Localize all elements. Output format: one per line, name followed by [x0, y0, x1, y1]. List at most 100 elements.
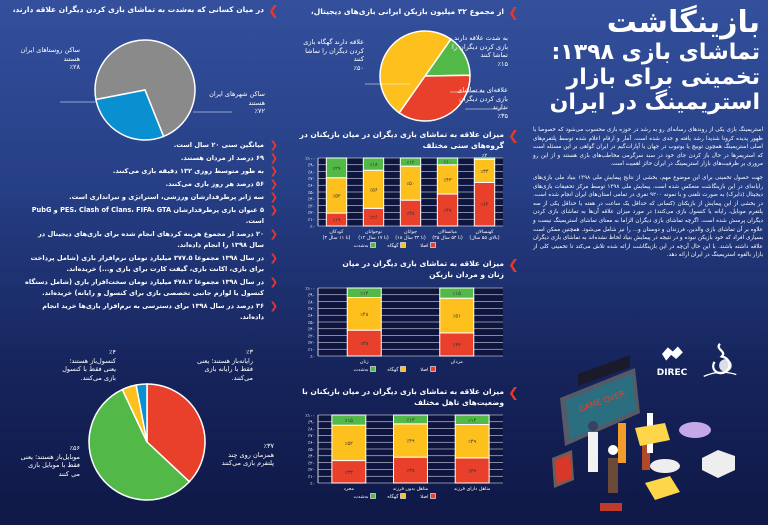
legend-label: اصلا — [420, 367, 428, 373]
category-label: نوجوانان (۱۲ تا ۱۷ سال) — [358, 229, 389, 241]
y-tick-label: ٪۵۰ — [308, 448, 315, 453]
pie-slice — [135, 383, 148, 443]
legend-swatch — [430, 242, 436, 248]
fact-text: ۵ عنوان بازی پرطرفدارشان PES، Clash of C… — [31, 206, 264, 225]
data-label: ٪۲۶ — [369, 215, 377, 221]
data-label: ٪۲۹ — [332, 166, 340, 172]
slice-label-rural: ساکن روستاهای ایران هستند ٪۲۸ — [20, 46, 80, 71]
legend-swatch — [430, 366, 436, 372]
chevron-icon: ❮ — [269, 179, 278, 190]
data-label: ٪۴۸ — [360, 312, 368, 318]
legend-label: اصلا — [420, 243, 428, 249]
y-tick-label: ٪۳۰ — [308, 460, 315, 466]
bar-segment — [399, 157, 422, 167]
pie-chart-location — [60, 39, 232, 141]
data-label: ٪۱۵ — [453, 291, 461, 297]
chevron-icon: ❮ — [269, 140, 278, 151]
legend-swatch — [430, 493, 436, 499]
y-tick-label: ٪۶۰ — [308, 184, 315, 189]
category-label: مردان — [451, 359, 464, 365]
page-title: بازینگاشت تماشای بازی ۱۳۹۸: تخمینی برای … — [549, 5, 760, 116]
legend-label: به‌شدت — [354, 368, 369, 373]
data-label: ٪۳۷ — [468, 468, 476, 474]
data-label: ٪۳۳ — [345, 470, 353, 476]
y-tick-label: ٪۶۰ — [308, 314, 315, 319]
y-tick-label: ٪۱۰ — [308, 475, 315, 480]
data-label: ٪۵۲ — [345, 441, 353, 447]
fact-item: ❮ ۵۶ درصد هر روز بازی می‌کنند. — [22, 179, 278, 190]
chevron-icon: ❮ — [269, 229, 278, 240]
pie-slice — [398, 74, 471, 122]
y-tick-label: ٪۳۰ — [308, 333, 315, 339]
direc-logo: DIREC — [652, 344, 692, 378]
y-tick-label: ٪۴۰ — [308, 455, 315, 460]
legend-swatch — [370, 242, 376, 248]
y-tick-label: ٪۰ — [310, 482, 315, 487]
y-tick-label: ٪۱۰۰ — [305, 157, 315, 162]
category-label: مجرد — [344, 487, 355, 492]
fact-item: ❮ ۶۹ درصد از مردان هستند. — [22, 153, 278, 164]
slice-label-pc: ٪۳ رایانه‌باز هستند؛ یعنی فقط با رایانه ب… — [196, 348, 253, 382]
fact-item: ❮ در سال ۱۳۹۸ مجموعا ۳۷۷.۵ میلیارد تومان … — [22, 253, 278, 275]
category-label: متاهل بدون فرزند — [393, 486, 429, 492]
fact-item: ❮ ۲۰ درصد از مجموع هزینه کردهای انجام شده… — [22, 229, 278, 251]
y-tick-label: ٪۵۰ — [308, 191, 315, 196]
fact-text: میانگین سنی ۲۰ سال است. — [173, 141, 264, 149]
category-label: جوانان (۱۸ تا ۳۴ سال) — [395, 229, 426, 241]
y-tick-label: ٪۲۰ — [308, 468, 315, 473]
y-tick-label: ٪۱۰ — [308, 218, 315, 223]
y-tick-label: ٪۵۰ — [308, 321, 315, 326]
pie-interest-title: از مجموع ۳۲ میلیون بازیکن ایرانی بازی‌ها… — [310, 7, 504, 16]
bar-segment — [473, 157, 496, 160]
y-tick-label: ٪۴۰ — [308, 198, 315, 203]
category-label: کودکان (۳ تا ۱۱ سال) — [323, 229, 351, 241]
legend-swatch — [400, 366, 406, 372]
pie-chart-platform — [88, 383, 206, 501]
bar-chart-marital: ٪۰ ٪۱۰ ٪۲۰ ٪۳۰٪۴۰ ٪۵۰ ٪۶۰ ٪۷۰ ٪۸۰٪۹۰ ٪۱۰۰ ٪۳۳ ٪۵۲ ٪… — [305, 414, 503, 500]
legend-swatch — [400, 493, 406, 499]
data-label: ٪۱۵ — [345, 418, 353, 424]
data-label: ٪۱۳ — [406, 417, 414, 423]
legend-swatch — [400, 242, 406, 248]
marital-chart-title: میزان علاقه به تماشای بازی دیگران در میا… — [302, 387, 504, 407]
chevron-icon: ❮ — [269, 301, 278, 312]
pie-location-title: در میان کسانی که به‌شدت به تماشای بازی ک… — [12, 5, 264, 14]
bar-segment — [346, 329, 382, 357]
bar-segment — [439, 287, 475, 299]
chevron-icon: ❮ — [269, 153, 278, 164]
intro-text: استریمینگ بازی یکی از روندهای رسانه‌ای ر… — [533, 126, 763, 265]
y-tick-label: ٪۲۰ — [308, 211, 315, 216]
data-label: ٪۴۹ — [468, 439, 476, 445]
chevron-icon: ❮ — [508, 258, 519, 273]
data-label: ٪۴۷ — [443, 208, 451, 214]
data-label: ٪۱۲ — [406, 160, 414, 166]
data-label: ٪۱۰ — [443, 159, 451, 165]
fact-item: ❮ به طور متوسط روزی ۱۳۲ دقیقه بازی می‌کنن… — [22, 166, 278, 177]
y-tick-label: ٪۳۰ — [308, 203, 315, 209]
chevron-icon: ❮ — [269, 192, 278, 203]
bar-segment — [346, 287, 382, 299]
bar-segment — [454, 414, 490, 426]
bar-segment — [454, 424, 490, 459]
y-tick-label: ٪۷۰ — [308, 434, 315, 439]
legend-label: به‌شدت — [354, 495, 369, 500]
data-label: ٪۵۲ — [332, 193, 340, 199]
data-label: ٪۵۱ — [453, 314, 461, 320]
pie-chart-interest — [365, 30, 505, 122]
bar-segment — [393, 414, 428, 425]
legend-label: گهگاه — [387, 493, 399, 500]
bar-chart-gender: ٪۰ ٪۱۰ ٪۲۰ ٪۳۰٪۴۰ ٪۵۰ ٪۶۰ ٪۷۰ ٪۸۰٪۹۰ ٪۱۰۰ ٪۳۸ ٪۴۸ ٪… — [305, 287, 503, 373]
fact-item: ❮ ۳۶ درصد در سال ۱۳۹۸ برای دسترسی به نرم‌… — [22, 301, 278, 323]
legend-label: گهگاه — [387, 366, 399, 373]
data-label: ٪۴۹ — [406, 439, 414, 445]
legend-label: به‌شدت — [354, 244, 369, 249]
data-label: ٪۳۴ — [480, 169, 488, 175]
y-tick-label: ٪۰ — [310, 225, 315, 230]
bar-segment — [331, 424, 367, 462]
fact-text: در سال ۱۳۹۸ مجموعا ۴۷۸.۲ میلیارد تومان س… — [25, 278, 264, 297]
category-label: زنان — [360, 359, 369, 365]
gamers-illustration: GAME OVER — [552, 355, 735, 511]
bar-segment — [331, 414, 367, 426]
bar-chart-age: ٪۰ ٪۱۰ ٪۲۰ ٪۳۰٪۴۰ ٪۵۰ ٪۶۰ ٪۷۰ ٪۸۰٪۹۰ ٪۱۰۰ ٪۱۹ ٪۵۲ ٪… — [305, 153, 503, 249]
legend-label: اصلا — [420, 494, 428, 500]
